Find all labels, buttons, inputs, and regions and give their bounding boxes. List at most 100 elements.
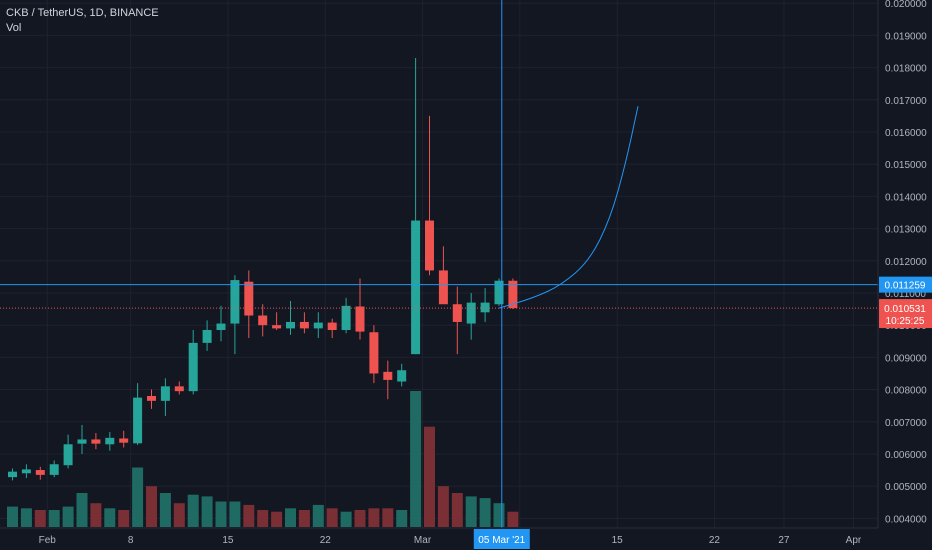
drawings[interactable]	[0, 0, 878, 528]
candle-body	[77, 439, 87, 444]
candle[interactable]	[216, 305, 226, 342]
candle-body	[466, 302, 476, 324]
candle[interactable]	[77, 424, 87, 454]
volume-bar	[312, 504, 324, 527]
candle[interactable]	[188, 330, 198, 395]
candle-body	[244, 281, 254, 316]
candle-body	[425, 220, 434, 271]
candle[interactable]	[480, 288, 490, 322]
candle-body	[452, 304, 462, 322]
volume-bar	[424, 426, 435, 527]
candle-body	[216, 323, 226, 330]
time-tick-label: Apr	[846, 535, 862, 546]
price-tick-label: 0.020000	[885, 0, 927, 10]
candle[interactable]	[133, 383, 143, 445]
candle[interactable]	[411, 57, 421, 355]
candle-body	[160, 386, 170, 401]
volume-bar	[7, 506, 18, 527]
candle-body	[63, 444, 73, 466]
candle[interactable]	[327, 318, 337, 339]
volume-bar	[146, 486, 157, 527]
candle-body	[438, 270, 448, 305]
candle[interactable]	[369, 325, 379, 384]
last-price-label	[879, 299, 932, 329]
candle-body	[480, 302, 490, 313]
candle[interactable]	[35, 466, 45, 480]
candle-body	[355, 306, 365, 332]
candle-body	[494, 280, 504, 305]
candle-body	[91, 439, 101, 444]
candle[interactable]	[202, 320, 212, 351]
time-tick-label: Feb	[39, 535, 57, 546]
candle[interactable]	[63, 434, 73, 469]
price-tick-label: 0.005000	[885, 482, 927, 493]
candle[interactable]	[438, 246, 448, 305]
candle[interactable]	[397, 363, 407, 387]
candle[interactable]	[466, 292, 476, 340]
chart-legend: CKB / TetherUS, 1D, BINANCE Vol	[6, 6, 159, 36]
time-axis[interactable]	[0, 528, 932, 550]
volume-bar	[132, 467, 144, 527]
volume-bar	[340, 511, 352, 527]
candle[interactable]	[91, 433, 101, 450]
price-tick-label: 0.016000	[885, 128, 927, 139]
candle-body	[327, 322, 337, 330]
horizontal-line-price-text: 0.011259	[885, 281, 926, 292]
candle-body	[272, 325, 282, 329]
candle[interactable]	[355, 278, 365, 340]
candle[interactable]	[119, 430, 129, 448]
candle-body	[341, 305, 351, 330]
volume-bar	[34, 510, 46, 527]
candle[interactable]	[286, 301, 295, 335]
candle[interactable]	[425, 115, 434, 276]
candle-body	[35, 470, 45, 475]
price-tick-label: 0.007000	[885, 418, 927, 429]
candle[interactable]	[160, 378, 170, 416]
volume-bar	[410, 391, 422, 527]
price-axis[interactable]	[878, 0, 932, 550]
candle[interactable]	[21, 464, 31, 479]
volume-indicator-label[interactable]: Vol	[6, 22, 22, 34]
candle[interactable]	[230, 275, 240, 355]
time-tick-label: 22	[709, 535, 721, 546]
candle-body	[202, 330, 212, 343]
volume-bar	[507, 511, 519, 527]
candlesticks[interactable]	[8, 57, 518, 481]
candle[interactable]	[49, 460, 59, 478]
candle[interactable]	[272, 312, 282, 330]
candle-body	[411, 220, 421, 355]
volume-bar	[382, 508, 394, 527]
candle[interactable]	[341, 297, 351, 334]
candle[interactable]	[494, 278, 504, 306]
candle[interactable]	[8, 468, 17, 481]
candle[interactable]	[299, 312, 309, 334]
candle[interactable]	[244, 270, 254, 339]
candle-body	[21, 469, 31, 474]
candle-body	[508, 280, 518, 309]
time-tick-label: Mar	[414, 535, 432, 546]
candle[interactable]	[147, 389, 156, 409]
price-tick-label: 0.017000	[885, 96, 927, 107]
projection-curve[interactable]	[498, 106, 639, 309]
candle-body	[147, 396, 156, 401]
candle[interactable]	[383, 360, 393, 400]
candle-body	[8, 471, 17, 478]
candle[interactable]	[105, 432, 115, 451]
time-tick-label: 15	[612, 535, 624, 546]
candle[interactable]	[258, 304, 268, 337]
volume-bar	[243, 504, 255, 527]
time-tick-label: 27	[778, 535, 790, 546]
candle[interactable]	[174, 381, 184, 395]
symbol-title[interactable]: CKB / TetherUS, 1D, BINANCE	[6, 7, 159, 19]
candle-body	[397, 370, 407, 382]
candle-body	[133, 397, 143, 444]
price-tick-label: 0.004000	[885, 514, 927, 525]
candle[interactable]	[452, 286, 462, 355]
candle[interactable]	[313, 312, 323, 339]
price-tick-label: 0.014000	[885, 192, 927, 203]
volume-bar	[465, 496, 477, 527]
volume-bar	[90, 503, 102, 527]
